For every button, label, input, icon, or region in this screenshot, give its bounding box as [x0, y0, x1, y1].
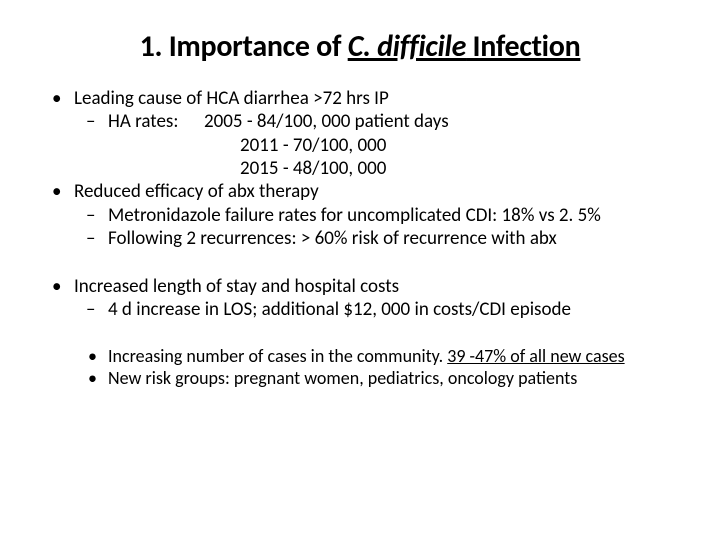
bullet-2-sub2: Following 2 recurrences: > 60% risk of r… [74, 227, 680, 250]
bullet-1-text: Leading cause of HCA diarrhea >72 hrs IP [74, 87, 389, 110]
bullet-2-text: Reduced efficacy of abx therapy [74, 180, 319, 203]
bullet-3-sub1: 4 d increase in LOS; additional $12, 000… [74, 298, 680, 321]
bullet-list: Leading cause of HCA diarrhea >72 hrs IP… [40, 87, 680, 251]
title-suffix: Infection [466, 28, 580, 65]
bullet-1: Leading cause of HCA diarrhea >72 hrs IP… [40, 87, 680, 180]
ha-rates-label: HA rates: [108, 110, 204, 133]
bullet-4: Increasing number of cases in the commun… [40, 345, 680, 367]
title-prefix: 1. Importance of [140, 28, 348, 65]
bullet-3: Increased length of stay and hospital co… [40, 275, 680, 322]
bullet-4-text-a: Increasing number of cases in the commun… [108, 345, 447, 367]
bullet-1-sub1: HA rates:2005 - 84/100, 000 patient days [74, 110, 680, 133]
bullet-3-text: Increased length of stay and hospital co… [74, 275, 399, 298]
bullet-list-2: Increased length of stay and hospital co… [40, 275, 680, 322]
slide-title: 1. Importance of C. difficile Infection [40, 28, 680, 65]
bullet-2: Reduced efficacy of abx therapy Metronid… [40, 180, 680, 250]
title-italic: C. difficile [348, 28, 466, 65]
ha-rates-2005: 2005 - 84/100, 000 patient days [204, 110, 449, 133]
ha-rates-2015: 2015 - 48/100, 000 [74, 157, 680, 180]
bullet-5: New risk groups: pregnant women, pediatr… [40, 367, 680, 389]
bullet-4-text-b: 39 -47% of all new cases [447, 345, 624, 367]
ha-rates-2011: 2011 - 70/100, 000 [74, 134, 680, 157]
bullet-list-3: Increasing number of cases in the commun… [40, 345, 680, 389]
bullet-2-sub1: Metronidazole failure rates for uncompli… [74, 204, 680, 227]
